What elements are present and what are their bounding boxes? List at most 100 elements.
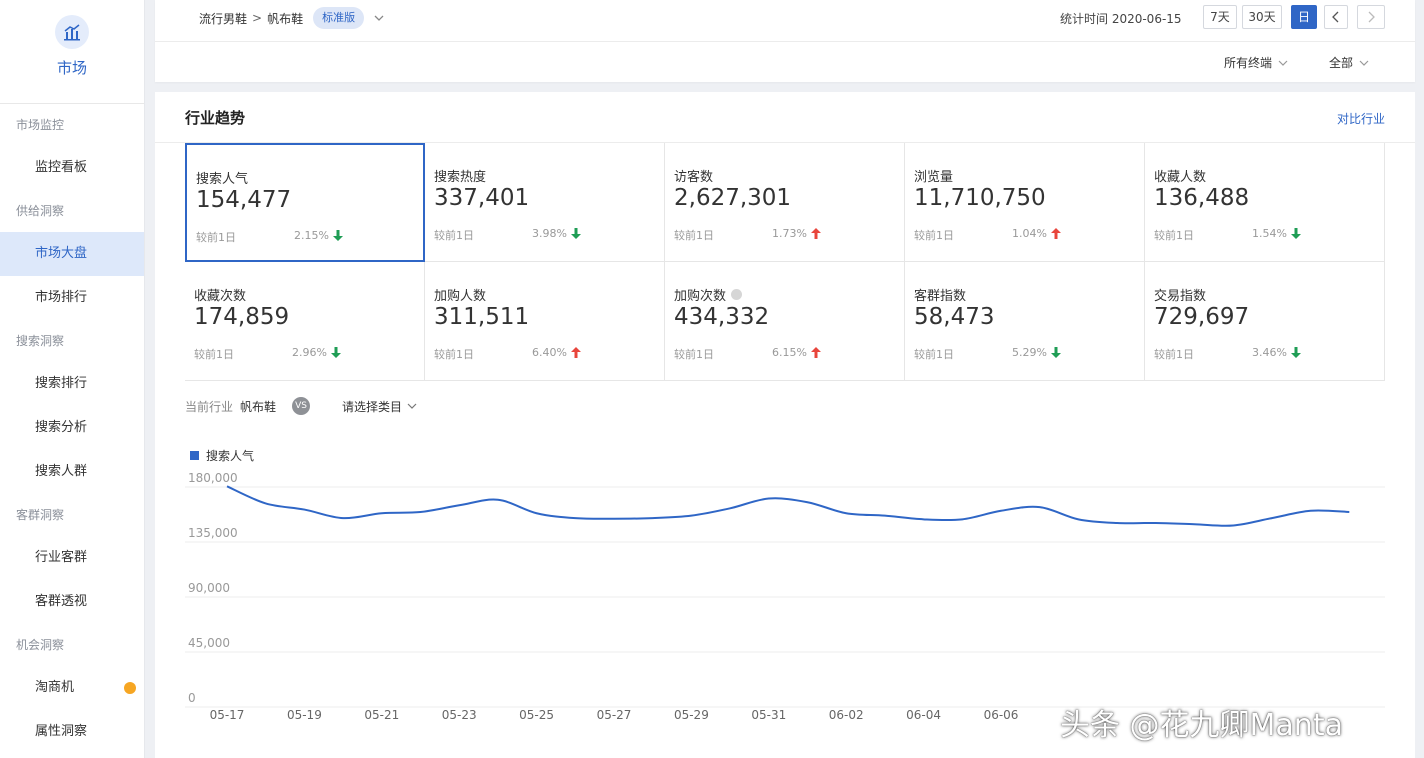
arrow-down-icon [1290, 347, 1301, 358]
sidebar-section-title: 客群洞察 [16, 508, 65, 522]
crumb-parent[interactable]: 流行男鞋 [199, 11, 248, 26]
metric-change-value: 3.98% [532, 227, 567, 240]
sidebar-item[interactable]: 市场排行 [0, 276, 144, 320]
metric-change-value: 2.96% [292, 346, 327, 359]
sidebar-item-label: 搜索分析 [35, 420, 88, 435]
crumb-separator: > [252, 11, 263, 25]
sidebar-item[interactable]: 行业客群 [0, 536, 144, 580]
sidebar-item[interactable]: 搜索排行 [0, 362, 144, 406]
trend-chart: 180,000 135,000 90,000 45,000 0 05-17 05-19 05-… [185, 471, 1385, 722]
arrow-up-icon [570, 347, 581, 358]
metric-card[interactable]: 收藏人数 136,488 较前1日 1.54% [1145, 143, 1385, 262]
metric-label: 收藏人数 [1154, 166, 1206, 185]
metric-label-text: 客群指数 [914, 289, 967, 304]
x-tick-label: 05-31 [751, 708, 786, 722]
info-icon[interactable] [731, 289, 743, 300]
chevron-right-icon [1368, 11, 1375, 23]
metric-change-value: 1.04% [1012, 227, 1047, 240]
metric-change-value: 6.40% [532, 346, 567, 359]
sidebar-item-label: 属性洞察 [35, 724, 88, 739]
chevron-down-icon[interactable] [372, 11, 386, 25]
stat-time: 统计时间 2020-06-15 [1060, 12, 1182, 26]
arrow-up-icon [810, 347, 821, 358]
category-picker[interactable]: 请选择类目 [342, 398, 417, 415]
all-filter[interactable]: 全部 [1329, 54, 1369, 71]
metric-change: 6.15% [772, 346, 821, 359]
vs-badge: VS [292, 397, 311, 415]
sidebar-item-label: 市场排行 [35, 290, 88, 305]
chevron-down-icon [407, 403, 417, 409]
brand[interactable]: 市场 [0, 0, 144, 104]
sidebar-item[interactable]: 搜索人群 [0, 450, 144, 494]
header-divider [155, 41, 1415, 42]
range-30-days-button[interactable]: 30天 [1242, 5, 1282, 29]
brand-label: 市场 [56, 59, 87, 77]
metric-change: 5.29% [1012, 346, 1061, 359]
metric-label-text: 交易指数 [1154, 289, 1207, 304]
metric-card[interactable]: 客群指数 58,473 较前1日 5.29% [905, 262, 1145, 381]
metric-label-text: 搜索人气 [196, 172, 249, 187]
sidebar-section-title: 市场监控 [16, 118, 65, 132]
metric-value: 337,401 [434, 185, 530, 211]
metric-value: 311,511 [434, 304, 530, 330]
sidebar-section-title: 机会洞察 [16, 638, 65, 652]
metric-compare-label: 较前1日 [674, 348, 714, 361]
metric-label: 访客数 [674, 166, 713, 185]
x-tick-label: 05-25 [519, 708, 554, 722]
metric-value: 729,697 [1154, 304, 1250, 330]
metric-card[interactable]: 浏览量 11,710,750 较前1日 1.04% [905, 143, 1145, 262]
sidebar-item[interactable]: 属性洞察 [0, 710, 144, 754]
metric-change-value: 1.54% [1252, 227, 1287, 240]
metric-compare-label: 较前1日 [914, 229, 954, 242]
metric-change-value: 5.29% [1012, 346, 1047, 359]
metric-value: 58,473 [914, 304, 995, 330]
metric-card[interactable]: 访客数 2,627,301 较前1日 1.73% [665, 143, 905, 262]
sidebar-item[interactable]: 监控看板 [0, 146, 144, 190]
metric-card[interactable]: 交易指数 729,697 较前1日 3.46% [1145, 262, 1385, 381]
metric-card[interactable]: 搜索热度 337,401 较前1日 3.98% [425, 143, 665, 262]
metric-compare-label: 较前1日 [194, 348, 234, 361]
range-7-days-button[interactable]: 7天 [1203, 5, 1237, 29]
metric-label: 客群指数 [914, 285, 966, 304]
series-line[interactable] [226, 485, 1350, 527]
x-tick-label: 05-27 [597, 708, 632, 722]
metric-card[interactable]: 收藏次数 174,859 较前1日 2.96% [185, 262, 425, 381]
range-day-button[interactable]: 日 [1291, 5, 1317, 29]
metric-change: 1.73% [772, 227, 821, 240]
version-badge: 标准版 [313, 7, 365, 29]
x-tick-label: 05-29 [674, 708, 709, 722]
metric-card[interactable]: 搜索人气 154,477 较前1日 2.15% [185, 143, 425, 262]
x-tick-label: 06-06 [984, 708, 1019, 722]
next-button[interactable] [1357, 5, 1385, 29]
terminal-filter[interactable]: 所有终端 [1224, 54, 1288, 71]
metric-value: 2,627,301 [674, 185, 792, 211]
sidebar-item-label: 搜索人群 [35, 464, 88, 479]
metric-card[interactable]: 加购人数 311,511 较前1日 6.40% [425, 262, 665, 381]
crumb-current[interactable]: 帆布鞋 [267, 11, 304, 26]
arrow-down-icon [1290, 228, 1301, 239]
industry-trend-card: 行业趋势 对比行业 搜索人气 154,477 较前1日 2.15% 搜索热度 337,40… [155, 92, 1415, 758]
x-tick-label: 06-02 [829, 708, 864, 722]
metric-compare-label: 较前1日 [196, 231, 236, 244]
sidebar-item-label: 客群透视 [35, 594, 88, 609]
sidebar-item[interactable]: 客群透视 [0, 580, 144, 624]
metric-label-text: 搜索热度 [434, 170, 487, 185]
metric-label-text: 加购次数 [674, 289, 727, 304]
sidebar-item[interactable]: 市场大盘 [0, 232, 144, 276]
metric-value: 174,859 [194, 304, 290, 330]
metric-compare-label: 较前1日 [1154, 348, 1194, 361]
sidebar-item[interactable]: 搜索分析 [0, 406, 144, 450]
chart-legend[interactable]: 搜索人气 [190, 447, 254, 464]
x-tick-label: 05-19 [287, 708, 322, 722]
metric-change: 1.04% [1012, 227, 1061, 240]
industry-value: 帆布鞋 [240, 399, 277, 414]
metric-label: 加购次数 [674, 285, 743, 304]
sidebar-item[interactable]: 淘商机 [0, 666, 144, 710]
arrow-down-icon [570, 228, 581, 239]
compare-industry-link[interactable]: 对比行业 [1336, 112, 1385, 126]
sidebar-item-label: 行业客群 [35, 550, 88, 565]
metric-card[interactable]: 加购次数 434,332 较前1日 6.15% [665, 262, 905, 381]
sidebar-item-label: 市场大盘 [35, 246, 88, 261]
metric-change: 2.15% [294, 229, 343, 242]
prev-button[interactable] [1324, 5, 1348, 29]
